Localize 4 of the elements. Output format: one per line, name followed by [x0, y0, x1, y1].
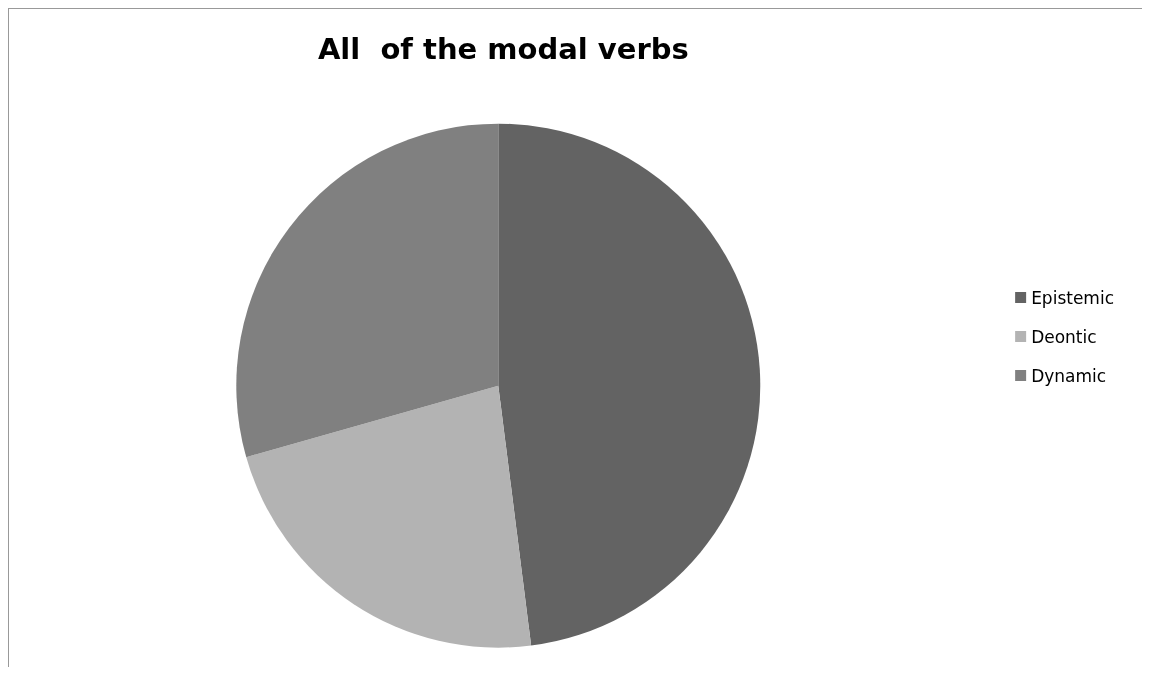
chart-title: All of the modal verbs	[317, 31, 689, 66]
legend-label: Dynamic	[1031, 365, 1107, 386]
legend-label: Deontic	[1031, 326, 1097, 347]
legend-label: Epistemic	[1031, 287, 1115, 308]
